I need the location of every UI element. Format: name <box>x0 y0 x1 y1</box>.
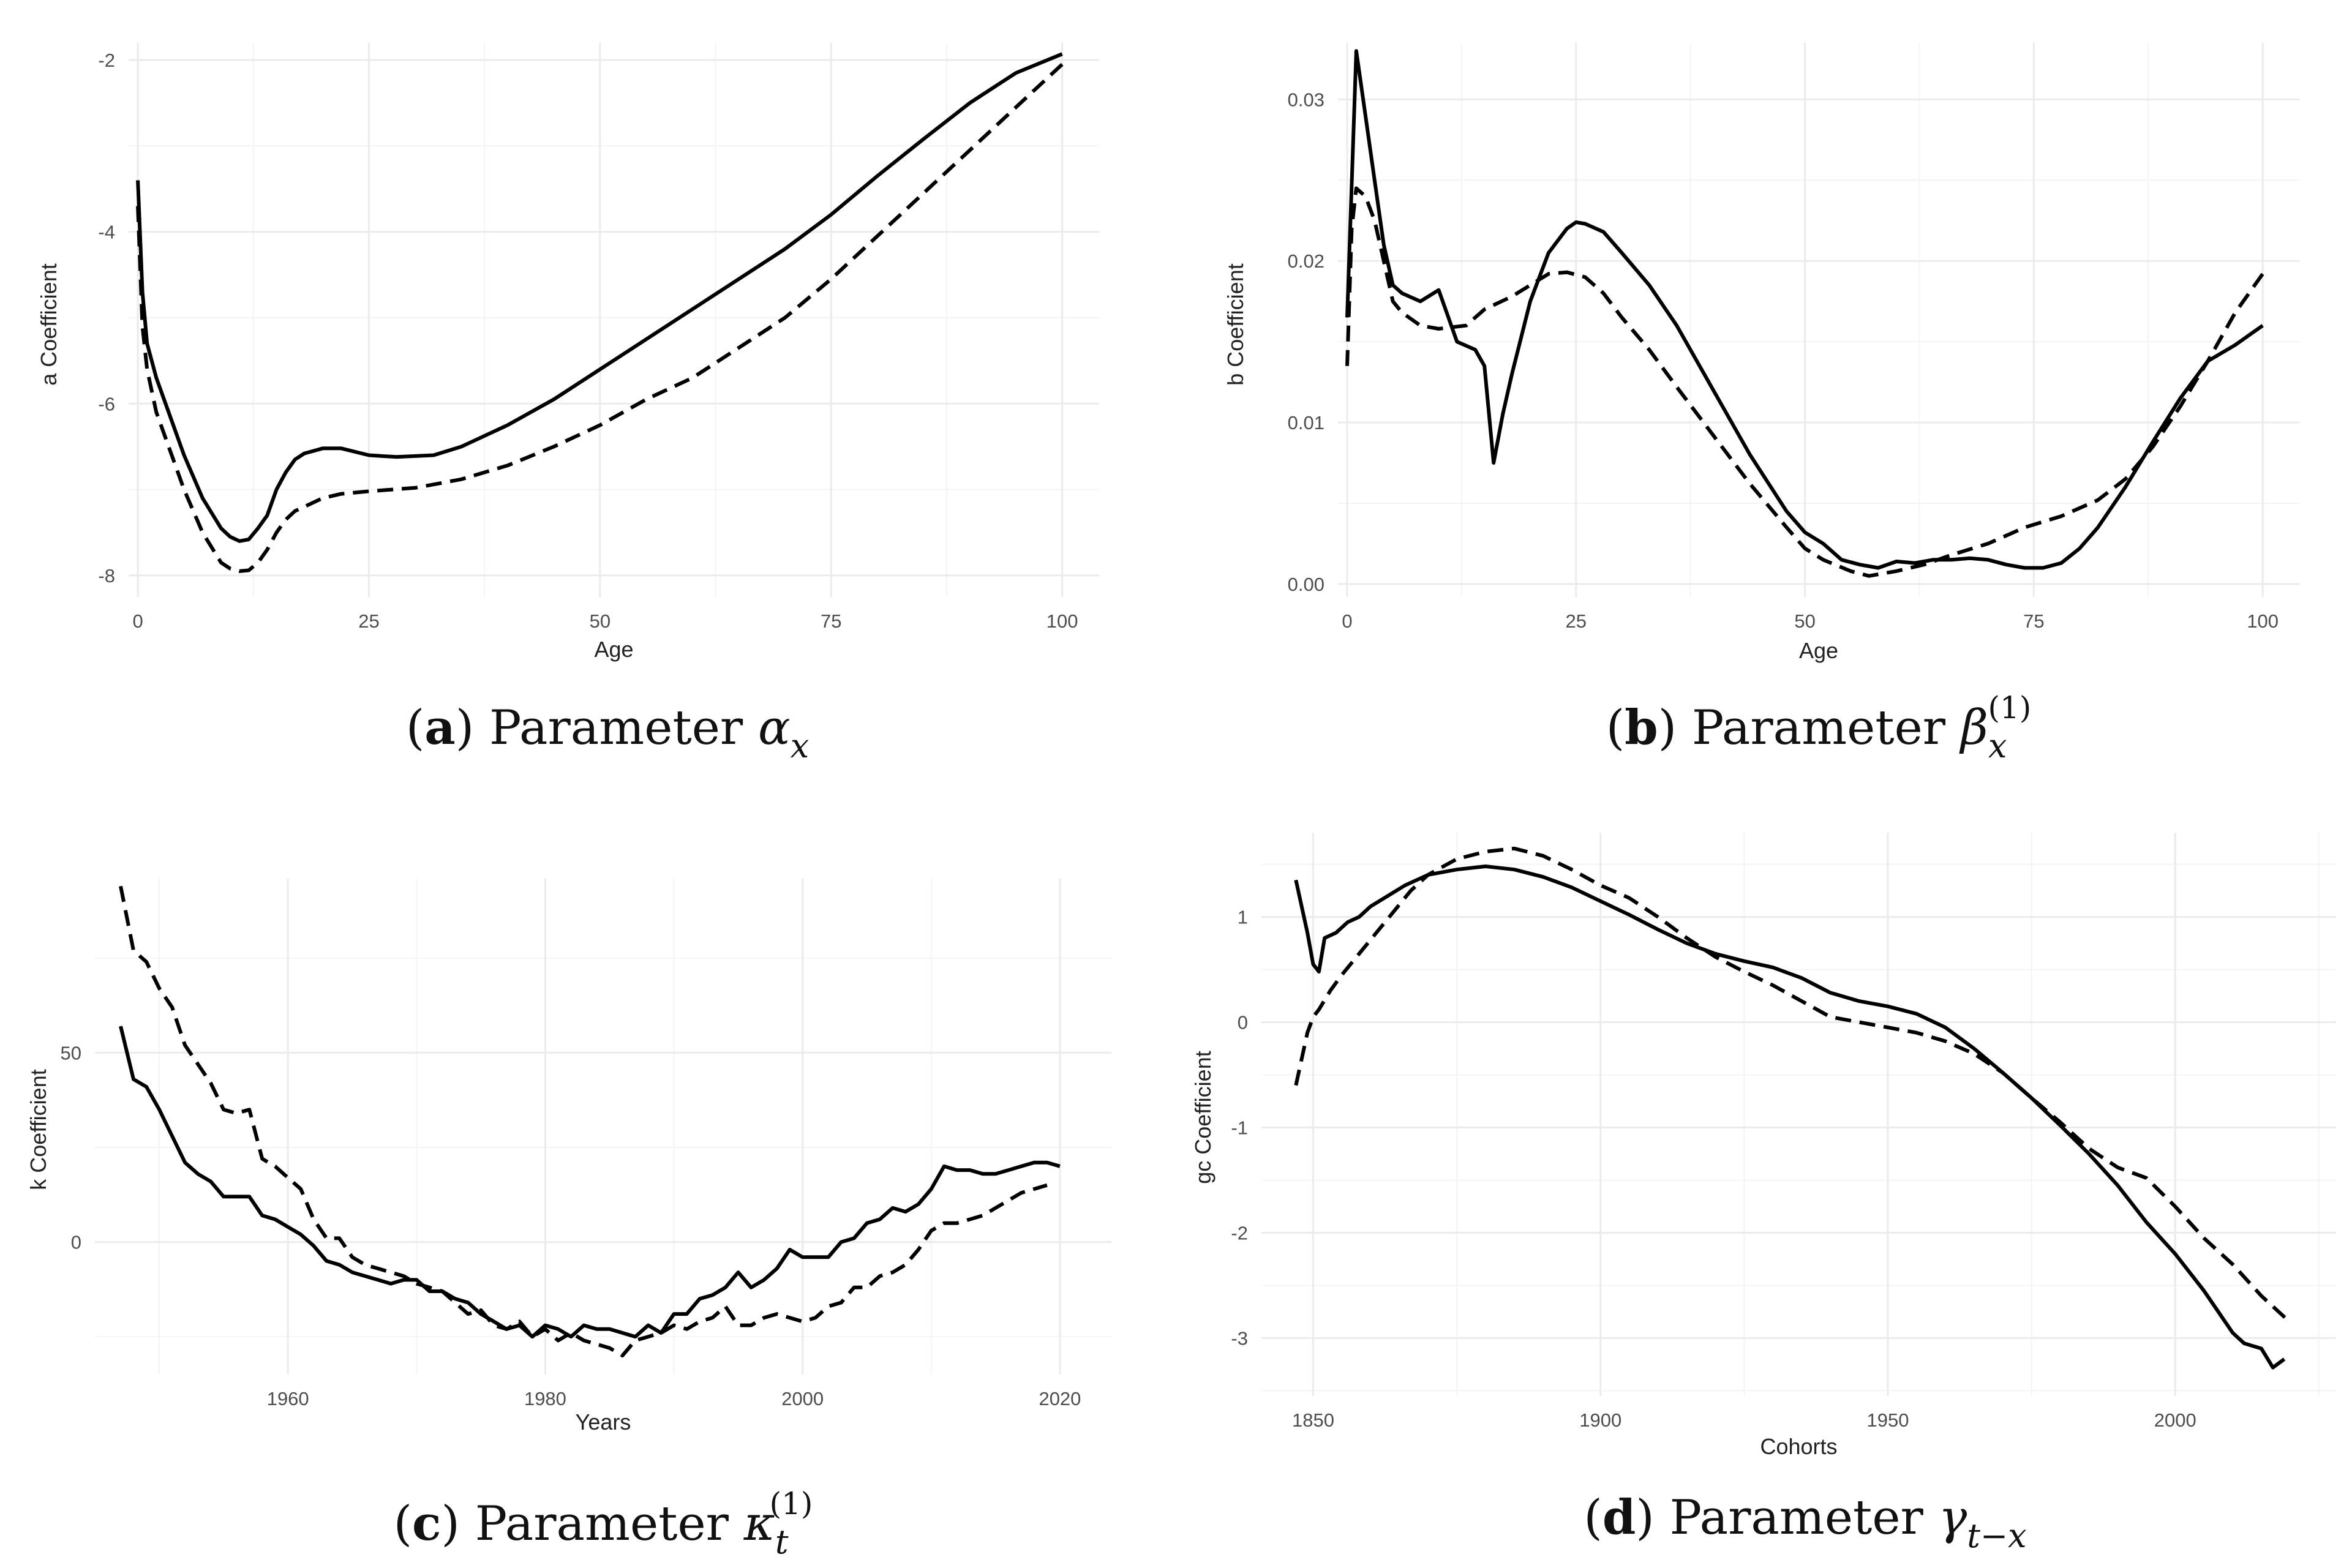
y-tick-label: 0.03 <box>1288 89 1324 110</box>
caption-superscript: (1) <box>770 1486 813 1521</box>
panel-caption: (a) Parameter αx <box>406 700 809 765</box>
caption-paren: ( <box>1606 700 1625 756</box>
y-tick-label: 0 <box>71 1232 81 1253</box>
y-tick-label: -4 <box>98 222 115 243</box>
y-axis-title: b Coefficient <box>1223 263 1248 385</box>
series-line-dashed <box>119 885 1048 1358</box>
panel-caption: (d) Parameter γt−x <box>1584 1490 2026 1555</box>
x-axis-title: Cohorts <box>1760 1434 1837 1459</box>
caption-subscript: x <box>791 727 809 765</box>
x-tick-label: 100 <box>1046 610 1078 632</box>
caption-subscript: t−x <box>1967 1517 2026 1555</box>
series-line-dashed <box>1294 846 2291 1324</box>
x-tick-label: 1960 <box>267 1388 309 1409</box>
x-tick-label: 75 <box>2023 610 2044 632</box>
caption-symbol: γ <box>1939 1490 1967 1545</box>
y-axis-title: a Coefficient <box>36 263 61 385</box>
caption-label: d <box>1602 1490 1636 1545</box>
caption-paren: ( <box>1584 1490 1602 1545</box>
series-line-solid <box>1294 865 2286 1370</box>
y-tick-label: 1 <box>1238 907 1248 928</box>
y-tick-label: 0 <box>1238 1012 1248 1033</box>
y-axis-title: gc Coefficient <box>1190 1051 1215 1184</box>
x-tick-label: 0 <box>132 610 143 632</box>
series-line-solid <box>136 52 1063 543</box>
y-tick-label: -8 <box>98 565 115 587</box>
chart-panel-b: 0 25 50 75 100 0.00 0.01 0.02 0.03 Age b Coefficie… <box>1223 43 2299 765</box>
series-line-solid <box>119 1026 1061 1339</box>
y-tick-label: -2 <box>1231 1222 1248 1244</box>
x-tick-label: 50 <box>590 610 611 632</box>
caption-text: ) Parameter <box>1658 700 1961 756</box>
caption-symbol: β <box>1959 700 1988 756</box>
caption-text: ) Parameter <box>441 1496 744 1551</box>
caption-symbol: κ <box>743 1496 775 1551</box>
caption-superscript: (1) <box>1988 690 2031 726</box>
x-axis-title: Age <box>1799 638 1838 663</box>
x-tick-label: 25 <box>358 610 379 632</box>
series-line-solid <box>1345 49 2264 570</box>
x-axis-title: Age <box>594 637 633 662</box>
x-tick-label: 0 <box>1342 610 1352 632</box>
x-tick-label: 1900 <box>1579 1409 1621 1431</box>
x-tick-label: 2000 <box>781 1388 824 1409</box>
x-tick-label: 1950 <box>1866 1409 1909 1431</box>
series-line-dashed <box>1345 186 2264 578</box>
x-tick-label: 75 <box>821 610 841 632</box>
caption-subscript: t <box>775 1523 789 1561</box>
x-tick-label: 50 <box>1794 610 1815 632</box>
y-tick-label: -3 <box>1231 1327 1248 1349</box>
caption-text: ) Parameter <box>456 700 758 756</box>
caption-text: ) Parameter <box>1636 1490 1938 1545</box>
y-tick-label: -2 <box>98 50 115 71</box>
caption-symbol: α <box>758 700 791 756</box>
y-axis-title: k Coefficient <box>26 1069 51 1190</box>
caption-label: b <box>1625 700 1658 756</box>
y-tick-label: -6 <box>98 393 115 415</box>
x-axis-title: Years <box>576 1409 631 1435</box>
x-tick-label: 100 <box>2247 610 2279 632</box>
chart-panel-c: 1960 1980 2000 2020 0 50 Years k Coefficient (c)… <box>26 879 1111 1561</box>
y-tick-label: 50 <box>61 1042 81 1063</box>
panel-caption: (b) Parameter βx(1) <box>1606 690 2032 765</box>
y-tick-label: 0.01 <box>1288 412 1324 433</box>
chart-panel-a: 0 25 50 75 100 -8 -6 -4 -2 Age a Coefficient (a) Pa… <box>36 43 1099 765</box>
x-tick-label: 2000 <box>2154 1409 2196 1431</box>
series-line-dashed <box>136 62 1064 573</box>
y-tick-label: 0.02 <box>1288 250 1324 272</box>
x-tick-label: 25 <box>1566 610 1587 632</box>
x-tick-label: 1850 <box>1292 1409 1334 1431</box>
panel-caption: (c) Parameter κt(1) <box>394 1486 813 1561</box>
x-tick-label: 1980 <box>524 1388 566 1409</box>
caption-paren: ( <box>406 700 424 756</box>
chart-panel-d: 1850 1900 1950 2000 -3 -2 -1 0 1 Cohorts gc Coeffi… <box>1190 833 2336 1555</box>
caption-label: a <box>424 700 456 756</box>
y-tick-label: 0.00 <box>1288 574 1324 595</box>
caption-label: c <box>412 1496 441 1551</box>
y-tick-label: -1 <box>1231 1117 1248 1138</box>
caption-paren: ( <box>394 1496 412 1551</box>
x-tick-label: 2020 <box>1039 1388 1081 1409</box>
caption-subscript: x <box>1988 727 2007 765</box>
